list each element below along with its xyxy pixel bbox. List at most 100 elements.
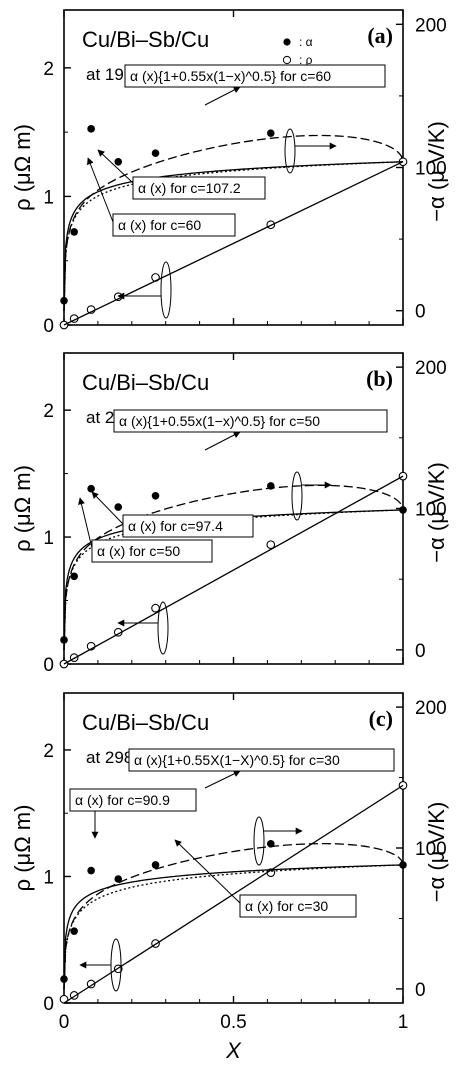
y-tick-label-left: 0 (43, 316, 54, 337)
annotation-arrow (204, 770, 241, 789)
x-tick-label: 0.5 (220, 1012, 246, 1033)
alpha-point (151, 491, 160, 500)
annotation-corr: α (x){1+0.55x(1−x)^0.5} for c=50 (119, 413, 320, 429)
annotation-arrow (97, 149, 134, 184)
annotation-box-low (239, 894, 357, 918)
alpha-point (70, 228, 78, 236)
legend-marker-alpha (283, 38, 291, 46)
legend-label-rho: : ρ (299, 53, 313, 67)
y-tick-label-left: 0 (43, 655, 54, 676)
annotation-main: α (x) for c=90.9 (75, 792, 170, 808)
annotation-arrow (87, 157, 114, 223)
plot-frame (63, 692, 404, 1004)
y-tick-label-right: 0 (415, 302, 426, 323)
annotation-box-main (69, 788, 197, 812)
y-tick-label-left: 1 (43, 187, 54, 208)
alpha-point (151, 149, 160, 157)
y-tick-label-left: 0 (43, 994, 54, 1015)
y-axis-title-left: ρ (μΩ m) (10, 124, 35, 211)
panel-title: Cu/Bi–Sb/Cu (82, 370, 209, 395)
annotation-arrow (204, 431, 241, 451)
alpha-point (114, 157, 123, 166)
alpha-point (266, 129, 275, 137)
alpha-curve-solid (63, 864, 404, 989)
annotation-arrow (174, 839, 241, 904)
y-tick-label-right: 200 (415, 358, 447, 379)
annotation-main: α (x) for c=107.2 (138, 180, 241, 196)
alpha-point (399, 861, 407, 869)
y-axis-title-left: ρ (μΩ m) (10, 805, 35, 892)
annotation-corr: α (x){1+0.55x(1−x)^0.5} for c=60 (130, 68, 331, 84)
alpha-curve-dashed (63, 842, 404, 989)
y-tick-label-left: 2 (43, 59, 54, 80)
plot-frame (63, 9, 404, 326)
panel-title: Cu/Bi–Sb/Cu (82, 27, 209, 52)
annotation-box-corr (124, 64, 386, 88)
alpha-point (87, 866, 95, 875)
panel-title: Cu/Bi–Sb/Cu (82, 710, 209, 735)
annotation-box-main (132, 176, 266, 200)
rho-point (266, 540, 276, 550)
annotation-arrow (78, 497, 93, 549)
y-tick-label-right: 100 (415, 839, 447, 860)
y-tick-label-left: 1 (43, 528, 54, 549)
annotation-low: α (x) for c=60 (118, 217, 201, 233)
y-tick-label-left: 1 (43, 867, 54, 888)
alpha-point (151, 861, 160, 869)
alpha-curve-dashed (63, 484, 404, 650)
y-axis-title-right: −α (μ V/K) (424, 462, 449, 563)
legend-marker-rho (282, 55, 292, 65)
y-axis-title-right: −α (μ V/K) (424, 802, 449, 903)
alpha-point (87, 125, 95, 133)
rho-fit-line (63, 784, 404, 1004)
x-tick-label: 0 (59, 1012, 70, 1033)
y-tick-label-right: 100 (415, 159, 447, 180)
annotation-arrow (91, 491, 124, 525)
x-tick-label: 1 (398, 1012, 409, 1033)
alpha-axis-indicator (253, 816, 265, 866)
y-axis-title-right: −α (μ V/K) (424, 121, 449, 222)
annotation-corr: α (x){1+0.55X(1−X)^0.5} for c=30 (134, 752, 340, 768)
alpha-point (70, 572, 78, 581)
alpha-point (266, 839, 275, 848)
y-tick-label-right: 200 (415, 15, 447, 36)
alpha-curve-dotted (63, 864, 404, 989)
x-axis-title: X (225, 1038, 242, 1063)
annotation-low: α (x) for c=50 (97, 543, 180, 559)
annotation-low: α (x) for c=30 (245, 898, 328, 914)
panel-label: (c) (369, 706, 393, 731)
annotation-arrow (204, 86, 241, 106)
alpha-axis-indicator (284, 128, 296, 174)
y-tick-label-right: 100 (415, 500, 447, 521)
rho-point (151, 603, 160, 613)
y-tick-label-right: 0 (415, 980, 426, 1001)
annotation-box-corr (113, 409, 388, 433)
annotation-main: α (x) for c=97.4 (128, 518, 223, 534)
panel-label: (b) (366, 366, 393, 391)
annotation-box-main (122, 514, 254, 538)
legend-label-alpha: : α (299, 35, 313, 49)
panel-label: (a) (367, 23, 393, 48)
alpha-point (87, 484, 95, 493)
y-tick-label-right: 200 (415, 698, 447, 719)
rho-fit-line (63, 475, 404, 665)
alpha-axis-indicator (291, 471, 303, 521)
y-axis-title-left: ρ (μΩ m) (10, 465, 35, 552)
y-tick-label-left: 2 (43, 741, 54, 762)
alpha-curve-dashed (63, 134, 404, 311)
alpha-curve-dotted (63, 161, 404, 311)
y-tick-label-right: 0 (415, 641, 426, 662)
rho-point (86, 979, 96, 989)
rho-axis-indicator (160, 261, 172, 319)
alpha-point (114, 503, 123, 511)
annotation-box-corr (128, 748, 395, 772)
rho-axis-indicator (157, 601, 169, 655)
alpha-point (70, 927, 78, 935)
annotation-box-low (91, 539, 213, 563)
alpha-point (114, 875, 123, 883)
y-tick-label-left: 2 (43, 401, 54, 422)
annotation-box-low (112, 213, 236, 237)
